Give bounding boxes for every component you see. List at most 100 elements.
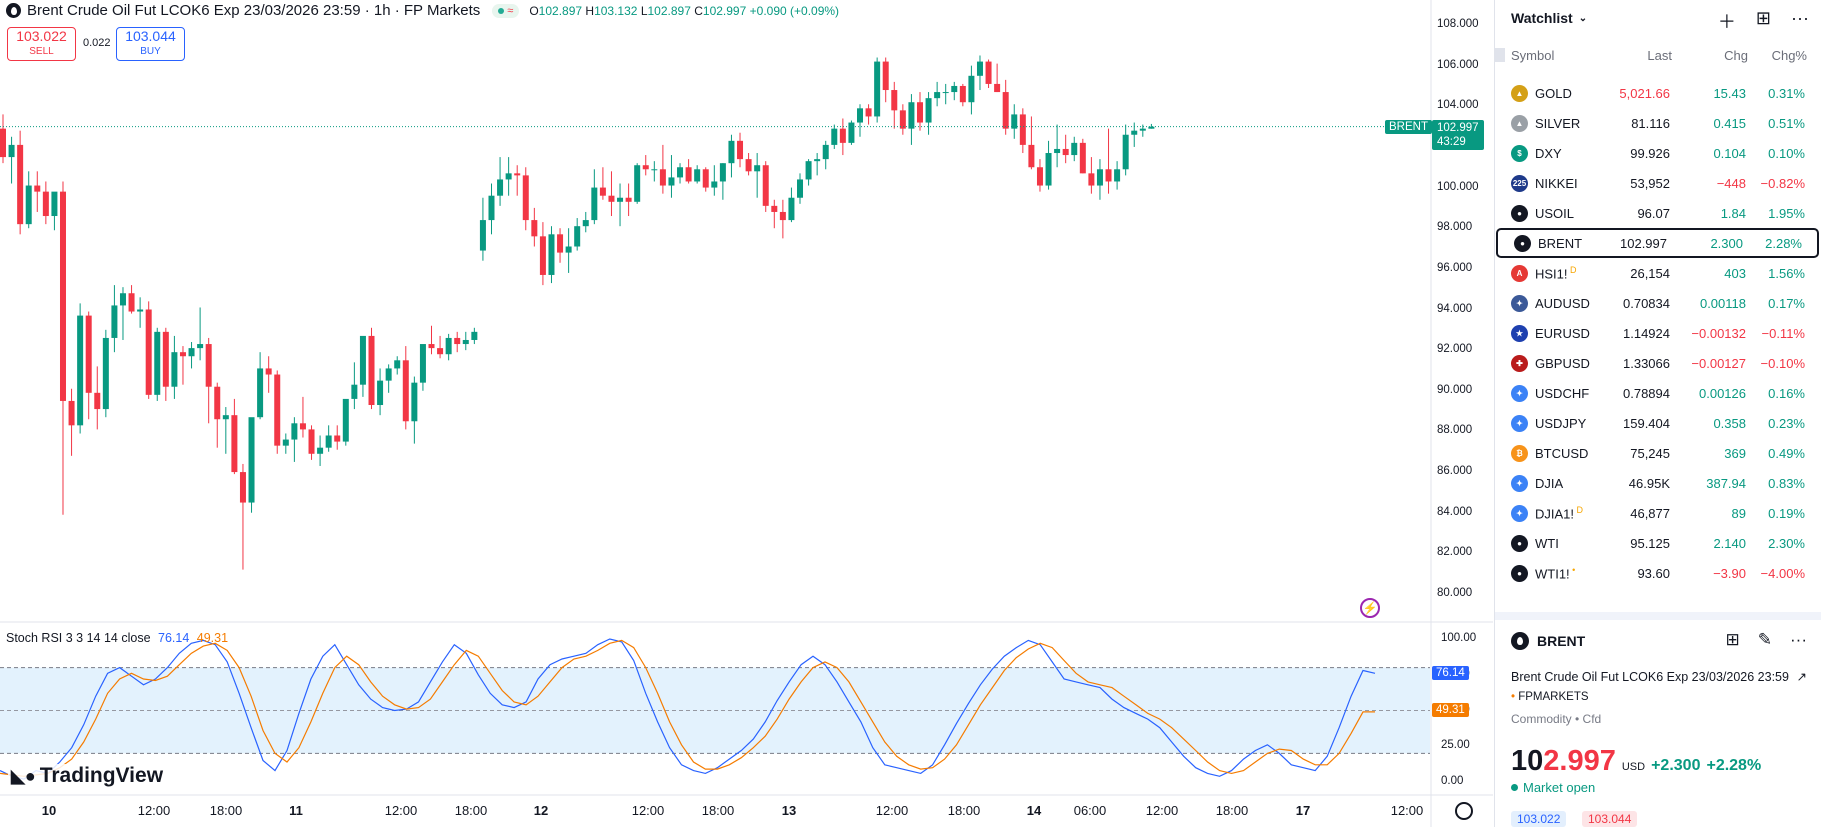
candle-body (0, 128, 6, 158)
watchlist-row-wti[interactable]: ● WTI 95.125 2.140 2.30% (1495, 528, 1820, 558)
candle-body (419, 344, 426, 383)
candle-body (942, 92, 949, 94)
watchlist-row-usdjpy[interactable]: ✦ USDJPY 159.404 0.358 0.23% (1495, 408, 1820, 438)
row-last: 53,952 (1630, 175, 1670, 191)
price-prefix: 10 (1511, 745, 1544, 777)
row-change: 89 (1731, 505, 1746, 521)
candle-body (274, 374, 281, 446)
rsi-k-value: 76.14 (158, 631, 190, 645)
candle-body (1002, 92, 1009, 129)
candle-body (1036, 167, 1043, 186)
watchlist-row-djia1[interactable]: ✦ DJIA1! D 46,877 89 0.19% (1495, 498, 1820, 528)
candle-body (916, 102, 923, 123)
external-link-icon[interactable]: ↗ (1796, 670, 1807, 684)
watchlist-toolbar: ＋ ⊞ ··· (1718, 8, 1809, 34)
candle-body (831, 128, 838, 145)
chart-canvas[interactable] (0, 0, 1493, 827)
watchlist-row-wti1[interactable]: ● WTI1! • 93.60 −3.90 −4.00% (1495, 558, 1820, 588)
column-chg[interactable]: Chg (1724, 48, 1748, 63)
row-change-percent: 2.30% (1768, 535, 1805, 551)
details-symbol[interactable]: BRENT (1537, 633, 1586, 649)
candle-body (231, 415, 238, 473)
candle-body (205, 344, 212, 387)
candle-body (179, 352, 186, 357)
time-tick-label: 18:00 (947, 803, 981, 818)
oil-drop-icon (6, 3, 21, 18)
lightning-icon[interactable]: ⚡ (1360, 598, 1380, 618)
watchlist-row-eurusd[interactable]: ★ EURUSD 1.14924 −0.00132 −0.11% (1495, 318, 1820, 348)
candle-body (1028, 144, 1035, 168)
more-options-icon[interactable]: ··· (1790, 630, 1807, 649)
candle-body (788, 197, 795, 221)
watchlist-row-gold[interactable]: ▲ GOLD 5,021.66 15.43 0.31% (1495, 78, 1820, 108)
more-options-icon[interactable]: ··· (1791, 8, 1809, 28)
candle-body (197, 344, 204, 349)
drag-handle-icon[interactable] (1495, 48, 1505, 62)
candle-body (85, 315, 92, 393)
time-tick-label: 13 (781, 803, 797, 818)
sell-button[interactable]: 103.022 SELL (7, 27, 76, 61)
row-symbol: DJIA1! D (1535, 504, 1584, 522)
layout-icon[interactable]: ⊞ (1725, 630, 1740, 649)
row-change-percent: 1.56% (1768, 265, 1805, 281)
row-symbol: HSI1! D (1535, 264, 1577, 282)
close-value: 102.997 (702, 3, 747, 18)
column-last[interactable]: Last (1647, 48, 1672, 63)
candle-body (94, 392, 101, 410)
candle-body (505, 173, 512, 180)
row-badge: D (1567, 264, 1577, 275)
chart-area[interactable]: Brent Crude Oil Fut LCOK6 Exp 23/03/2026… (0, 0, 1493, 827)
row-change: 2.140 (1713, 535, 1746, 551)
candle-body (257, 368, 264, 418)
row-symbol: WTI (1535, 535, 1559, 551)
tradingview-logo[interactable]: ◣● TradingView (8, 764, 167, 788)
watchlist-row-usdchf[interactable]: ✦ USDCHF 0.78894 0.00126 0.16% (1495, 378, 1820, 408)
watchlist-row-usoil[interactable]: ● USOIL 96.07 1.84 1.95% (1495, 198, 1820, 228)
rsi-legend[interactable]: Stoch RSI 3 3 14 14 close 76.14 49.31 (6, 631, 228, 645)
add-symbol-icon[interactable]: ＋ (1717, 12, 1736, 32)
row-last: 99.926 (1630, 145, 1670, 161)
edit-note-icon[interactable]: ✎ (1757, 630, 1773, 649)
row-symbol: EURUSD (1535, 325, 1590, 341)
watchlist-row-btcusd[interactable]: ₿ BTCUSD 75,245 369 0.49% (1495, 438, 1820, 468)
advanced-view-icon[interactable]: ⊞ (1755, 8, 1772, 28)
watchlist-title-button[interactable]: Watchlist ⌄ (1511, 10, 1587, 26)
column-chg-percent[interactable]: Chg% (1771, 48, 1807, 63)
watchlist-row-brent[interactable]: ● BRENT 102.997 2.300 2.28% (1496, 228, 1819, 258)
details-exchange[interactable]: • FPMARKETS (1511, 691, 1589, 703)
time-tick-label: 11 (289, 803, 303, 818)
buy-button[interactable]: 103.044 BUY (116, 27, 185, 61)
watchlist-row-dxy[interactable]: $ DXY 99.926 0.104 0.10% (1495, 138, 1820, 168)
watchlist-row-nikkei[interactable]: 225 NIKKEI 53,952 −448 −0.82% (1495, 168, 1820, 198)
watchlist-row-djia[interactable]: ✦ DJIA 46.95K 387.94 0.83% (1495, 468, 1820, 498)
row-symbol: GOLD (1535, 85, 1572, 101)
status-dot-icon (498, 7, 505, 14)
watchlist-row-hsi1[interactable]: A HSI1! D 26,154 403 1.56% (1495, 258, 1820, 288)
row-change: 403 (1724, 265, 1746, 281)
watchlist-row-audusd[interactable]: ✦ AUDUSD 0.70834 0.00118 0.17% (1495, 288, 1820, 318)
candle-body (711, 181, 718, 188)
candle-body (8, 144, 15, 158)
row-symbol: AUDUSD (1535, 295, 1590, 311)
candle-body (574, 226, 581, 247)
watchlist-row-gbpusd[interactable]: ✚ GBPUSD 1.33066 −0.00127 −0.10% (1495, 348, 1820, 378)
watchlist-row-silver[interactable]: ▲ SILVER 81.116 0.415 0.51% (1495, 108, 1820, 138)
exchange-dot-icon: • (1511, 691, 1516, 703)
panel-divider[interactable] (1495, 612, 1821, 620)
candle-body (642, 165, 649, 170)
settings-gear-icon[interactable] (1455, 802, 1473, 820)
row-last: 159.404 (1623, 415, 1670, 431)
row-symbol: BTCUSD (1535, 445, 1589, 461)
change-value: +0.090 (+0.09%) (749, 3, 840, 18)
buy-label: BUY (140, 46, 161, 57)
row-change: 1.84 (1720, 205, 1746, 221)
candle-body (488, 195, 495, 221)
candle-body (891, 90, 898, 111)
market-status-pill[interactable]: ≈ (492, 3, 520, 18)
flag-eu-icon: ★ (1511, 324, 1528, 342)
candle-body (128, 293, 135, 312)
market-status[interactable]: Market open (1511, 780, 1595, 795)
column-symbol[interactable]: Symbol (1511, 48, 1555, 63)
candle-body (857, 108, 863, 123)
symbol-title[interactable]: Brent Crude Oil Fut LCOK6 Exp 23/03/2026… (27, 2, 481, 19)
